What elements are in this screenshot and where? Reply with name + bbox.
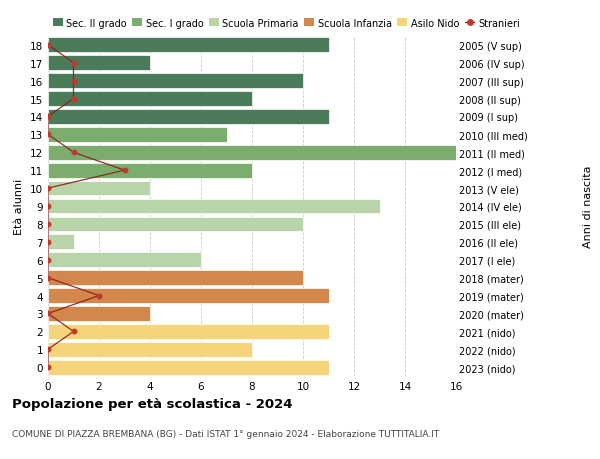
Point — [43, 185, 53, 192]
Bar — [48, 110, 329, 124]
Point — [43, 113, 53, 121]
Bar — [48, 271, 303, 285]
Bar — [48, 325, 329, 339]
Legend: Sec. II grado, Sec. I grado, Scuola Primaria, Scuola Infanzia, Asilo Nido, Stran: Sec. II grado, Sec. I grado, Scuola Prim… — [53, 18, 520, 28]
Bar — [48, 360, 329, 375]
Point — [69, 149, 78, 157]
Bar — [48, 74, 303, 89]
Point — [43, 239, 53, 246]
Bar — [48, 253, 201, 268]
Point — [43, 221, 53, 228]
Y-axis label: Anni di nascita: Anni di nascita — [583, 165, 593, 248]
Point — [43, 42, 53, 49]
Point — [43, 310, 53, 318]
Bar — [48, 56, 150, 71]
Point — [69, 95, 78, 103]
Point — [43, 364, 53, 371]
Point — [43, 203, 53, 210]
Bar — [48, 92, 252, 106]
Point — [69, 60, 78, 67]
Point — [120, 167, 130, 174]
Point — [43, 131, 53, 139]
Bar — [48, 235, 74, 250]
Point — [94, 292, 104, 300]
Bar — [48, 199, 380, 214]
Bar — [48, 181, 150, 196]
Point — [69, 78, 78, 85]
Bar — [48, 342, 252, 357]
Bar — [48, 39, 329, 53]
Point — [43, 257, 53, 264]
Point — [69, 328, 78, 336]
Point — [43, 346, 53, 353]
Bar — [48, 307, 150, 321]
Bar — [48, 128, 227, 142]
Text: COMUNE DI PIAZZA BREMBANA (BG) - Dati ISTAT 1° gennaio 2024 - Elaborazione TUTTI: COMUNE DI PIAZZA BREMBANA (BG) - Dati IS… — [12, 429, 439, 438]
Point — [43, 274, 53, 282]
Bar — [48, 146, 456, 160]
Bar — [48, 163, 252, 178]
Y-axis label: Età alunni: Età alunni — [14, 179, 25, 235]
Text: Popolazione per età scolastica - 2024: Popolazione per età scolastica - 2024 — [12, 397, 293, 410]
Bar — [48, 289, 329, 303]
Bar — [48, 217, 303, 232]
